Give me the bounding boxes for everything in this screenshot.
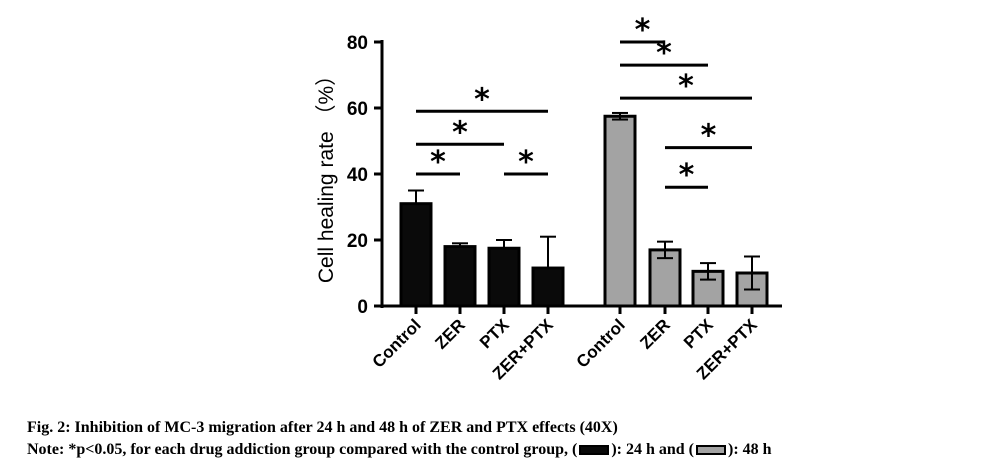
legend-swatch-24h bbox=[579, 445, 610, 456]
y-tick-label: 60 bbox=[347, 99, 368, 120]
x-tick-label: Control bbox=[369, 315, 425, 371]
y-tick-label: 40 bbox=[347, 165, 368, 186]
significance-star: * bbox=[678, 69, 694, 104]
x-tick-label: PTX bbox=[476, 315, 513, 352]
note-prefix: Note: *p<0.05, for each drug addiction g… bbox=[27, 441, 578, 458]
bar-24h-zer-ptx bbox=[531, 266, 565, 308]
bar-24h-zer bbox=[443, 245, 477, 308]
significance-star: * bbox=[518, 145, 534, 180]
y-axis-label: Cell healing rate （%） bbox=[315, 65, 338, 283]
x-tick-label: ZER bbox=[636, 315, 673, 352]
y-tick-label: 20 bbox=[347, 231, 368, 252]
figure-caption-title: Fig. 2: Inhibition of MC-3 migration aft… bbox=[27, 419, 618, 436]
significance-star: * bbox=[701, 119, 717, 154]
legend-swatch-48h bbox=[696, 445, 726, 456]
y-tick-label: 0 bbox=[357, 297, 368, 318]
note-mid: ): 24 h and ( bbox=[611, 441, 694, 458]
significance-star: * bbox=[635, 13, 651, 48]
bar-24h-ptx bbox=[487, 246, 521, 308]
note-suffix: ): 48 h bbox=[728, 441, 772, 458]
significance-star: * bbox=[679, 158, 695, 193]
significance-star: * bbox=[656, 36, 672, 71]
significance-star: * bbox=[452, 115, 468, 150]
bar-24h-control bbox=[399, 202, 433, 308]
figure-caption-note: Note: *p<0.05, for each drug addiction g… bbox=[27, 441, 772, 459]
x-tick-label: ZER bbox=[431, 315, 468, 352]
x-tick-label: PTX bbox=[680, 315, 717, 352]
x-tick-label: Control bbox=[573, 315, 629, 371]
significance-star: * bbox=[474, 82, 490, 117]
significance-star: * bbox=[430, 145, 446, 180]
y-tick-label: 80 bbox=[347, 33, 368, 54]
bar-48h-control bbox=[603, 114, 637, 308]
